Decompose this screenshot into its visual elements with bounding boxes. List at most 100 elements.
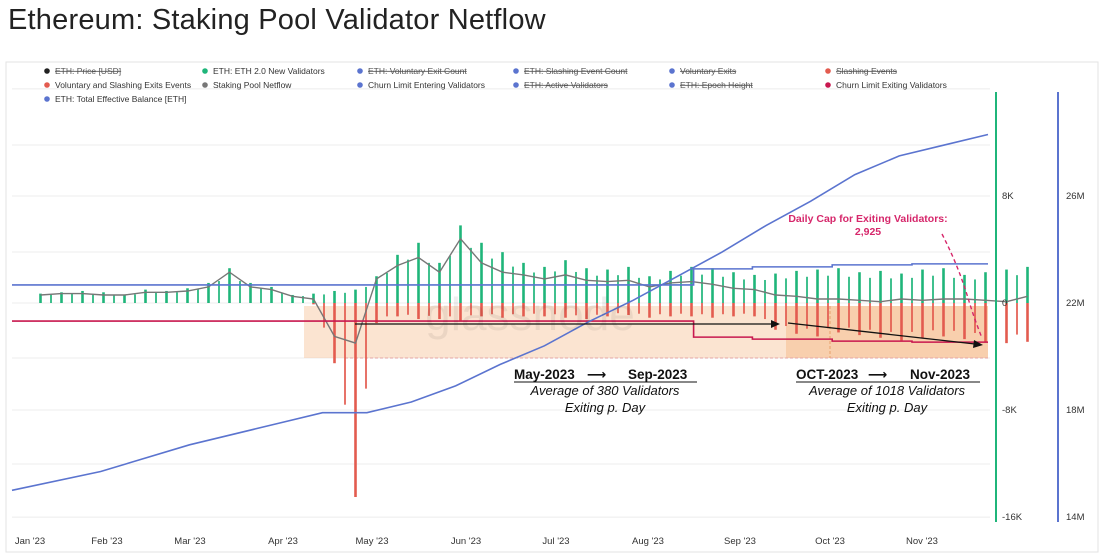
x-tick-label: May '23 [356, 536, 389, 547]
legend-marker [44, 96, 50, 102]
bar [312, 303, 315, 305]
bar [459, 225, 462, 303]
bar [354, 303, 357, 498]
bar [344, 292, 346, 303]
legend-item: ETH: ETH 2.0 New Validators [202, 66, 325, 76]
legend-item: Slashing Events [825, 66, 897, 76]
bar [827, 303, 829, 329]
bar [1026, 266, 1029, 303]
bar [270, 286, 273, 303]
bar [386, 303, 388, 317]
bar [333, 303, 336, 364]
legend-item: ETH: Slashing Event Count [513, 66, 628, 76]
bar [617, 275, 619, 303]
legend-label: ETH: Price [USD] [55, 66, 121, 76]
bar [953, 303, 955, 331]
x-tick-label: Apr '23 [268, 536, 298, 547]
legend-item: Churn Limit Entering Validators [357, 80, 485, 90]
bar [197, 289, 199, 303]
bar [932, 303, 934, 331]
legend-marker [669, 82, 675, 88]
bar [260, 288, 262, 303]
bar [480, 303, 483, 317]
legend-label: Staking Pool Netflow [213, 80, 292, 90]
x-tick-label: Jul '23 [542, 536, 569, 547]
lines [11, 133, 1028, 492]
bar [533, 303, 535, 314]
bar [218, 281, 220, 303]
y-right-tick-label: 14M [1066, 512, 1085, 523]
bar [596, 275, 598, 303]
legend-label: Voluntary Exits [680, 66, 736, 76]
bar [638, 303, 640, 314]
bar [900, 273, 903, 303]
bar [785, 278, 787, 303]
bar [575, 271, 577, 303]
bar [396, 254, 399, 303]
legend-label: ETH: ETH 2.0 New Validators [213, 66, 325, 76]
legend-marker [669, 68, 675, 74]
legend-label: ETH: Slashing Event Count [524, 66, 628, 76]
bar [60, 292, 63, 303]
legend-item: ETH: Total Effective Balance [ETH] [44, 94, 187, 104]
bar [648, 276, 651, 303]
series-line-churn-exiting [12, 320, 988, 343]
bar [554, 303, 556, 315]
bar [575, 303, 577, 316]
bar [365, 303, 367, 389]
legend-marker [513, 82, 519, 88]
period2-line1: Average of 1018 Validators [808, 383, 966, 398]
bar [911, 277, 913, 303]
y-left-tick-label: -16K [1002, 512, 1023, 523]
legend-label: ETH: Total Effective Balance [ETH] [55, 94, 187, 104]
shaded-regions [304, 306, 988, 359]
bar [1005, 269, 1008, 303]
bar [942, 303, 945, 337]
bar [669, 270, 672, 303]
page-title: Ethereum: Staking Pool Validator Netflow [8, 4, 546, 36]
bar [449, 303, 451, 317]
x-tick-label: Sep '23 [724, 536, 756, 547]
bar [102, 292, 105, 303]
bar [459, 303, 462, 321]
bar [984, 303, 987, 342]
bar [470, 247, 472, 303]
bar [638, 277, 640, 303]
bar [512, 303, 514, 315]
bar [722, 303, 724, 315]
bar [438, 262, 441, 303]
bar [606, 303, 609, 317]
x-tick-label: Oct '23 [815, 536, 845, 547]
bar [480, 242, 483, 303]
bar [438, 303, 441, 320]
series-line-churn-entering [12, 263, 988, 286]
bar [71, 293, 73, 303]
bar [1016, 303, 1018, 335]
bar [522, 262, 525, 303]
bar [344, 303, 346, 405]
bar [858, 272, 861, 303]
watermark: glassnode [425, 288, 635, 340]
x-tick-label: Aug '23 [632, 536, 664, 547]
bar [627, 303, 630, 316]
bar [333, 290, 336, 303]
bar [39, 293, 42, 303]
bar [606, 269, 609, 303]
cap-line1: Daily Cap for Exiting Validators: [788, 213, 947, 225]
bar [81, 290, 84, 303]
bar [764, 279, 766, 303]
bar [795, 303, 798, 334]
bar [491, 258, 493, 303]
bar [470, 303, 472, 316]
bar [911, 303, 913, 332]
bar [711, 303, 714, 318]
bar [690, 303, 693, 317]
bar [806, 303, 808, 329]
bar [953, 277, 955, 303]
bar [375, 276, 378, 303]
bar [848, 303, 850, 328]
legend-marker [44, 82, 50, 88]
legend: ETH: Price [USD] ETH: ETH 2.0 New Validat… [44, 66, 947, 104]
bar [858, 303, 861, 336]
bar [753, 303, 756, 317]
